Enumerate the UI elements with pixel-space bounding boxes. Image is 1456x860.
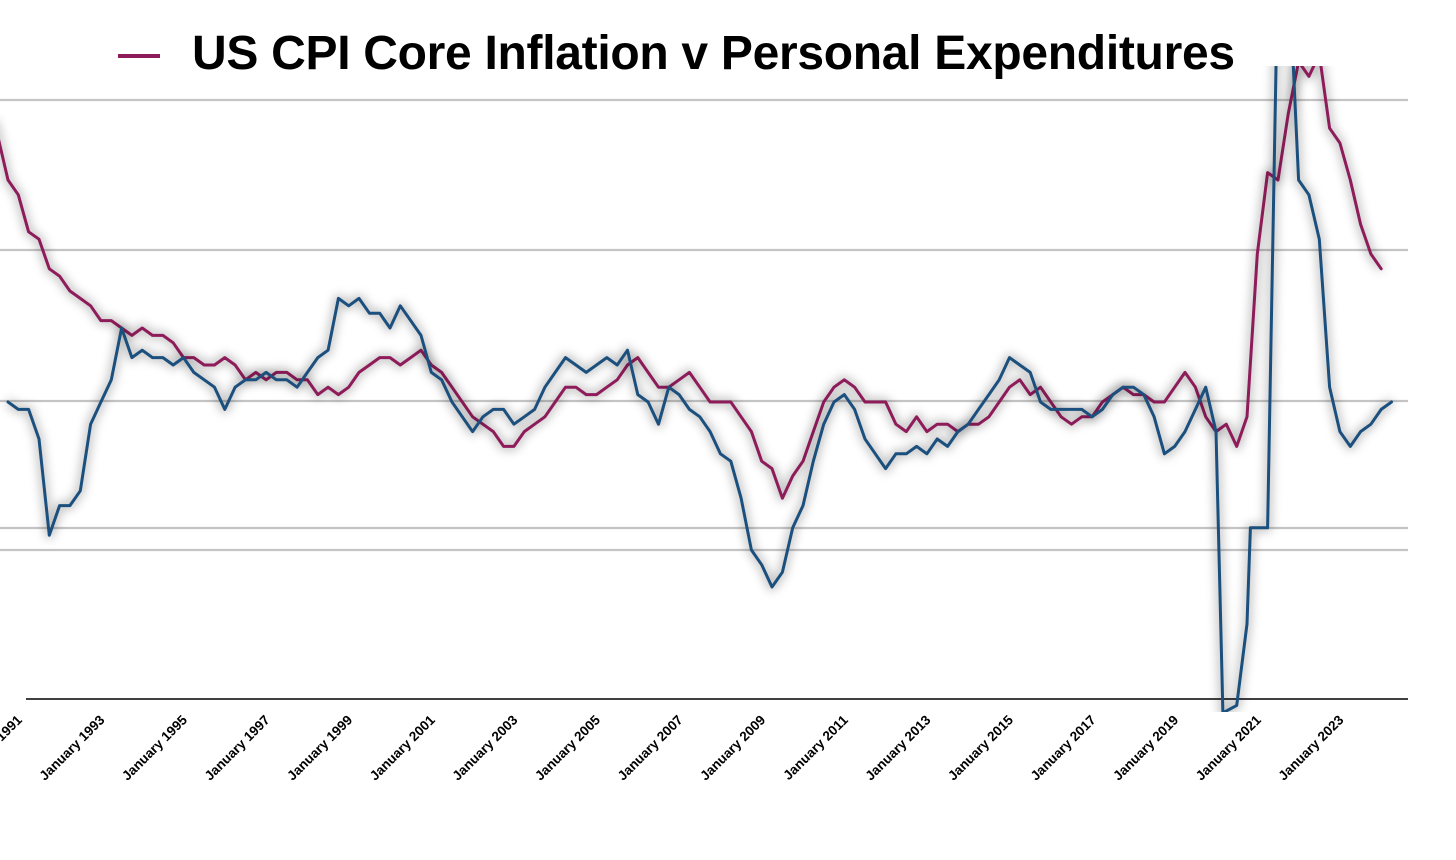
x-tick-label: January 2005 <box>532 712 603 783</box>
x-tick-label: January 2001 <box>367 712 438 783</box>
x-tick-label: January 1991 <box>0 712 25 783</box>
chart-title: US CPI Core Inflation v Personal Expendi… <box>192 27 1235 80</box>
series-1-shadow <box>0 66 1385 502</box>
series-1-line <box>0 66 1383 500</box>
series-1 <box>0 66 1385 502</box>
legend-swatch <box>118 54 160 58</box>
x-tick-label: January 2017 <box>1028 712 1099 783</box>
series-2-shadow <box>5 66 1394 712</box>
series-2-line <box>6 66 1393 712</box>
x-tick-label: January 2023 <box>1275 712 1346 783</box>
x-tick-label: January 2021 <box>1193 712 1264 783</box>
x-tick-label: January 2003 <box>449 712 520 783</box>
x-tick-label: January 2011 <box>780 712 851 783</box>
x-tick-label: January 1997 <box>202 712 273 783</box>
x-tick-label: January 2015 <box>945 712 1016 783</box>
x-tick-label: January 1999 <box>284 712 355 783</box>
x-tick-label: January 2013 <box>862 712 933 783</box>
x-tick-label: January 2007 <box>615 712 686 783</box>
x-tick-label: January 1993 <box>36 712 107 783</box>
x-tick-label: January 2009 <box>697 712 768 783</box>
x-tick-label: January 1995 <box>119 712 190 783</box>
x-tick-label: January 2019 <box>1110 712 1181 783</box>
series-2 <box>5 66 1394 712</box>
